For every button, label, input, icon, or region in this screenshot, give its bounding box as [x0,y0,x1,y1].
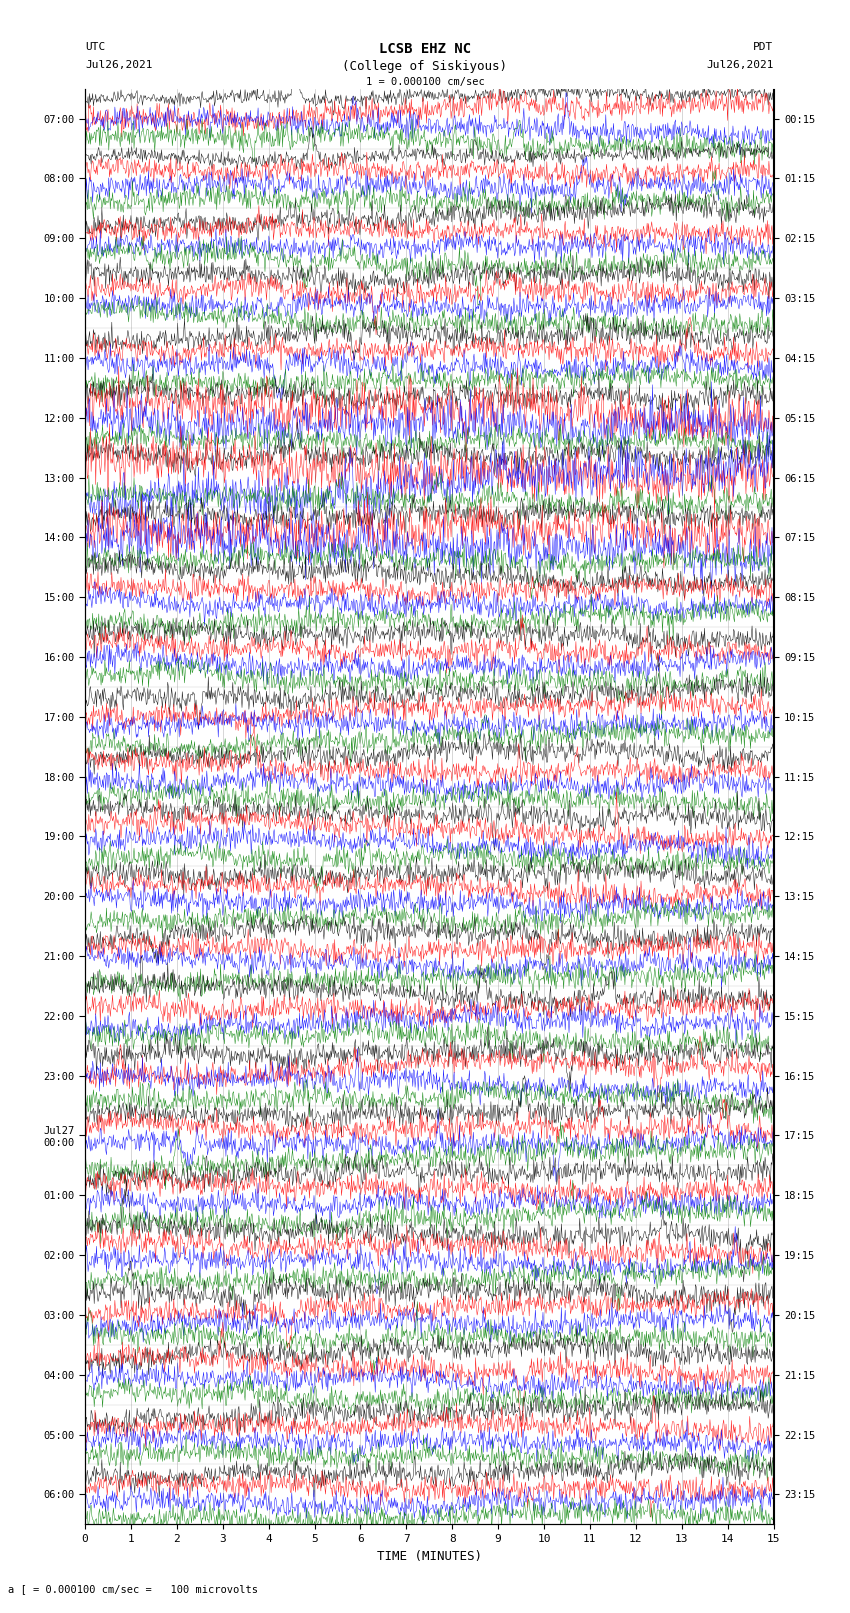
Text: PDT: PDT [753,42,774,52]
Text: Jul26,2021: Jul26,2021 [706,60,774,69]
Text: UTC: UTC [85,42,105,52]
Text: LCSB EHZ NC: LCSB EHZ NC [379,42,471,56]
X-axis label: TIME (MINUTES): TIME (MINUTES) [377,1550,482,1563]
Text: (College of Siskiyous): (College of Siskiyous) [343,60,507,73]
Text: Jul26,2021: Jul26,2021 [85,60,152,69]
Text: a [ = 0.000100 cm/sec =   100 microvolts: a [ = 0.000100 cm/sec = 100 microvolts [8,1584,258,1594]
Text: 1 = 0.000100 cm/sec: 1 = 0.000100 cm/sec [366,77,484,87]
